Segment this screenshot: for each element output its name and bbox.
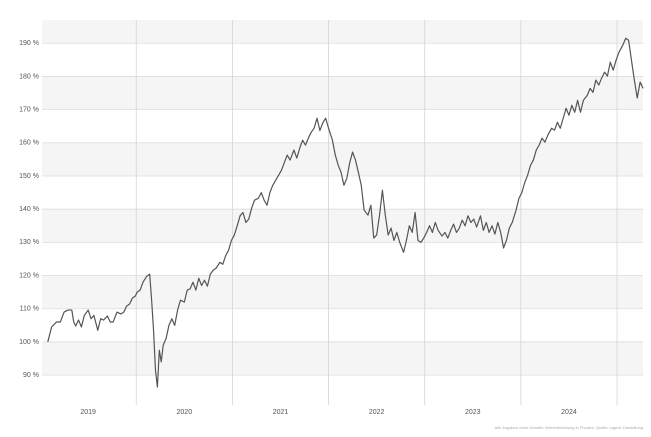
y-tick-label: 190 %: [19, 40, 39, 47]
band: [42, 209, 643, 243]
y-tick-label: 170 %: [19, 106, 39, 113]
band: [42, 76, 643, 110]
y-tick-label: 100 %: [19, 339, 39, 346]
y-tick-label: 90 %: [23, 372, 39, 379]
y-tick-label: 140 %: [19, 206, 39, 213]
grid: 90 % 100 % 110 % 120 % 130 % 140 % 150 % 160 % 1…: [19, 20, 643, 416]
band: [42, 142, 643, 176]
x-tick-label: 2023: [465, 409, 481, 416]
y-tick-label: 120 %: [19, 272, 39, 279]
y-tick-label: 110 %: [20, 306, 39, 313]
y-tick-label: 160 %: [19, 140, 39, 147]
y-tick-label: 150 %: [19, 173, 39, 180]
x-tick-label: 2022: [369, 409, 385, 416]
bands: [42, 20, 643, 376]
band: [42, 341, 643, 376]
y-tick-label: 130 %: [19, 239, 39, 246]
x-tick-label: 2021: [273, 409, 289, 416]
y-tick-label: 180 %: [19, 73, 39, 80]
x-tick-label: 2024: [561, 409, 577, 416]
marks: [47, 37, 644, 388]
source-note: Alle Angaben ohne Gewähr. Wertentwicklun…: [495, 425, 643, 430]
band: [42, 20, 643, 44]
band: [42, 275, 643, 309]
line: [47, 37, 644, 388]
x-tick-label: 2019: [80, 409, 96, 416]
x-tick-label: 2020: [177, 409, 193, 416]
